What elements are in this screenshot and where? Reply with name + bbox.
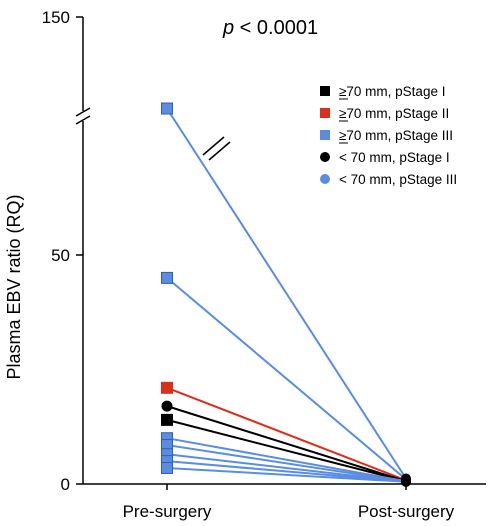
series-line-5 [166,437,407,483]
series-line-0 [166,107,407,480]
legend-marker-0 [320,86,330,96]
axis-break-mark [75,107,91,125]
series-line-3 [166,405,407,483]
pre-point-3 [161,400,173,412]
legend-marker-4 [320,174,330,184]
post-point-9 [401,476,411,487]
y-tick-label-1: 50 [51,246,70,265]
y-tick-label-2: 150 [42,8,70,27]
p-value-annotation: p < 0.0001 [222,17,318,39]
legend-marker-1 [320,108,330,118]
legend-label-4: < 70 mm, pStage III [339,172,457,187]
pre-point-9 [161,461,173,474]
legend-label-3: < 70 mm, pStage I [339,150,450,165]
p-value-symbol: p [222,17,234,39]
series-line-7 [166,453,407,483]
legend: ≥70 mm, pStage I ≥70 mm, pStage II ≥70 mm,… [320,84,457,187]
series-line-1 [166,277,407,481]
series-line-6 [166,444,407,483]
pre-point-0 [161,102,173,115]
legend-label-2: ≥70 mm, pStage III [339,128,453,143]
legend-label-0: ≥70 mm, pStage I [339,84,445,99]
y-axis-title: Plasma EBV ratio (RQ) [4,194,24,379]
line-break-mark [202,136,231,161]
legend-label-1: ≥70 mm, pStage II [339,106,449,121]
x-tick-label-0: Pre-surgery [123,502,212,521]
legend-marker-2 [320,130,330,140]
pre-point-2 [161,381,173,394]
series-line-2 [166,386,407,482]
p-value-text: < 0.0001 [234,17,318,39]
pre-point-1 [161,271,173,284]
pre-point-4 [161,413,173,426]
y-tick-label-0: 0 [61,475,70,494]
series-line-8 [166,460,407,483]
legend-marker-3 [320,152,330,162]
series-line-4 [166,418,407,483]
x-tick-label-1: Post-surgery [358,502,455,521]
series-line-9 [166,466,407,483]
